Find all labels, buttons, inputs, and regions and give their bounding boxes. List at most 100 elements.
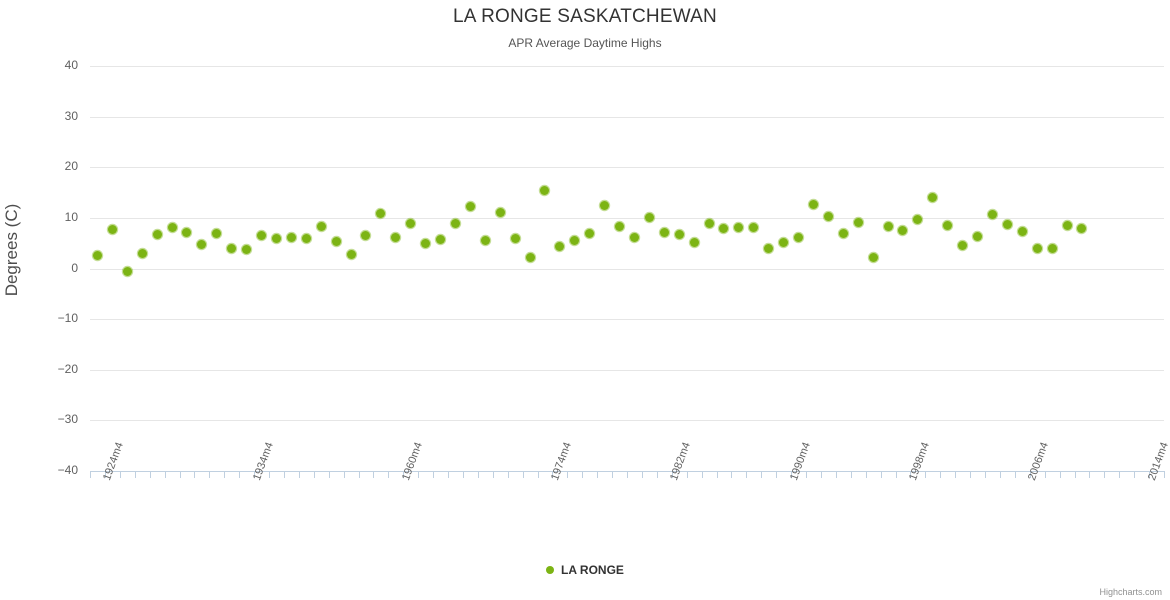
- data-point[interactable]: [704, 218, 714, 228]
- data-point[interactable]: [1017, 226, 1027, 236]
- data-point[interactable]: [973, 232, 983, 242]
- x-axis-tick: [612, 471, 614, 478]
- data-point[interactable]: [749, 222, 759, 232]
- data-point[interactable]: [495, 207, 505, 217]
- data-point[interactable]: [958, 241, 968, 251]
- x-axis-tick: [761, 471, 763, 478]
- x-axis-tick: [925, 471, 927, 478]
- data-point[interactable]: [212, 228, 222, 238]
- data-point[interactable]: [346, 249, 356, 259]
- data-point[interactable]: [913, 214, 923, 224]
- x-axis-tick: [1029, 471, 1031, 478]
- data-point[interactable]: [764, 244, 774, 254]
- data-point[interactable]: [450, 218, 460, 228]
- data-point[interactable]: [406, 218, 416, 228]
- x-axis-tick: [1014, 471, 1016, 478]
- x-axis-tick: [746, 471, 748, 478]
- y-axis-tick-label: 20: [64, 159, 78, 174]
- data-point[interactable]: [316, 222, 326, 232]
- data-point[interactable]: [242, 244, 252, 254]
- x-axis-tick: [194, 471, 196, 478]
- x-axis-tick: [985, 471, 986, 478]
- data-point[interactable]: [585, 229, 595, 239]
- data-point[interactable]: [107, 225, 117, 235]
- data-point[interactable]: [436, 234, 446, 244]
- data-point[interactable]: [644, 212, 654, 222]
- data-point[interactable]: [480, 235, 490, 245]
- data-point[interactable]: [838, 228, 848, 238]
- data-point[interactable]: [301, 234, 311, 244]
- data-point[interactable]: [794, 232, 804, 242]
- data-point[interactable]: [122, 267, 132, 277]
- data-point[interactable]: [510, 233, 520, 243]
- x-axis-tick: [970, 471, 972, 478]
- data-point[interactable]: [286, 232, 296, 242]
- data-point[interactable]: [197, 239, 207, 249]
- x-axis-tick: [656, 471, 658, 478]
- y-axis-tick-label: 10: [64, 209, 78, 224]
- data-point[interactable]: [883, 222, 893, 232]
- data-point[interactable]: [152, 229, 162, 239]
- x-axis-tick: [850, 471, 852, 478]
- data-point[interactable]: [853, 217, 863, 227]
- data-point[interactable]: [600, 200, 610, 210]
- legend-item-la-ronge[interactable]: LA RONGE: [561, 562, 624, 577]
- x-axis-tick: [343, 471, 345, 478]
- data-point[interactable]: [570, 235, 580, 245]
- data-point[interactable]: [674, 229, 684, 239]
- data-point[interactable]: [629, 232, 639, 242]
- x-axis-tick: [358, 471, 360, 478]
- data-point[interactable]: [734, 222, 744, 232]
- data-point[interactable]: [525, 252, 535, 262]
- data-point[interactable]: [659, 228, 669, 238]
- data-point[interactable]: [421, 239, 431, 249]
- data-point[interactable]: [1032, 244, 1042, 254]
- x-axis-tick: [1134, 471, 1136, 478]
- x-axis-tick: [119, 471, 121, 478]
- data-point[interactable]: [928, 193, 938, 203]
- x-axis-tick: [552, 471, 554, 478]
- plot-area: [90, 66, 1164, 471]
- data-point[interactable]: [1062, 221, 1072, 231]
- y-axis-tick-label: 40: [64, 58, 78, 72]
- x-axis-tick: [567, 471, 569, 478]
- x-axis-tick: [582, 471, 584, 478]
- data-point[interactable]: [167, 222, 177, 232]
- y-axis-tick-label: 30: [64, 108, 78, 123]
- data-point[interactable]: [1002, 220, 1012, 230]
- data-point[interactable]: [92, 250, 102, 260]
- data-point[interactable]: [779, 237, 789, 247]
- x-axis-tick: [627, 471, 628, 478]
- data-point[interactable]: [808, 199, 818, 209]
- x-axis-tick: [179, 471, 181, 478]
- data-point[interactable]: [465, 201, 475, 211]
- x-axis-tick: [641, 471, 643, 478]
- data-point[interactable]: [540, 185, 550, 195]
- data-point[interactable]: [689, 237, 699, 247]
- data-point[interactable]: [1047, 244, 1057, 254]
- data-point[interactable]: [257, 231, 267, 241]
- data-point[interactable]: [987, 210, 997, 220]
- data-point[interactable]: [1077, 223, 1087, 233]
- data-point[interactable]: [615, 221, 625, 231]
- data-point[interactable]: [719, 223, 729, 233]
- data-point[interactable]: [555, 241, 565, 251]
- data-point[interactable]: [137, 249, 147, 259]
- x-axis-tick: [313, 471, 315, 478]
- data-point[interactable]: [227, 244, 237, 254]
- chart-legend[interactable]: LA RONGE: [0, 562, 1170, 577]
- x-axis-tick: [477, 471, 479, 478]
- credits-label[interactable]: Highcharts.com: [1099, 587, 1162, 597]
- data-point[interactable]: [898, 226, 908, 236]
- data-point[interactable]: [182, 227, 192, 237]
- data-point[interactable]: [271, 233, 281, 243]
- data-point[interactable]: [376, 208, 386, 218]
- data-point[interactable]: [361, 231, 371, 241]
- x-axis-tick: [791, 471, 793, 478]
- data-point[interactable]: [823, 212, 833, 222]
- data-point[interactable]: [331, 237, 341, 247]
- data-point[interactable]: [943, 221, 953, 231]
- x-axis-tick: [462, 471, 464, 478]
- data-point[interactable]: [868, 252, 878, 262]
- data-point[interactable]: [391, 233, 401, 243]
